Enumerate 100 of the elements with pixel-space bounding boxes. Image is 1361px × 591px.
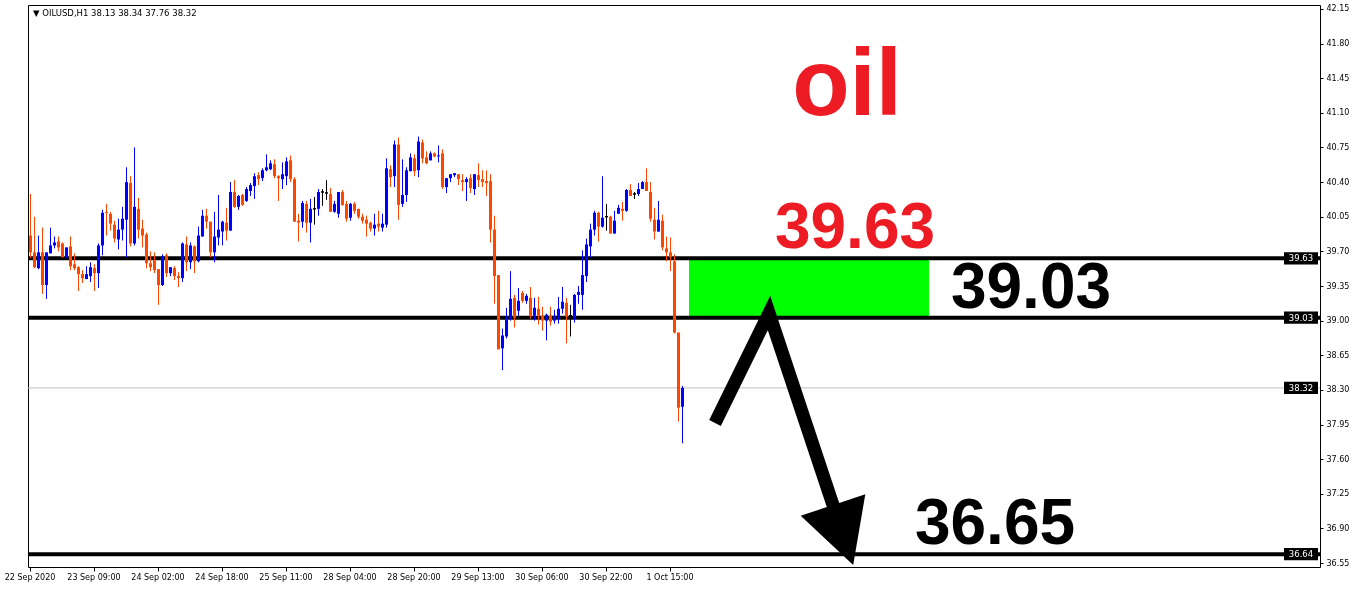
candlestick bbox=[337, 191, 340, 219]
y-tick-label: 40.40 bbox=[1326, 177, 1350, 187]
candlestick bbox=[561, 286, 564, 315]
candlestick bbox=[193, 244, 196, 274]
y-tick-label: 38.30 bbox=[1326, 385, 1350, 395]
candlestick bbox=[593, 210, 596, 237]
x-tick-label: 22 Sep 2020 bbox=[4, 572, 56, 582]
candlestick bbox=[77, 265, 80, 292]
candlestick bbox=[477, 162, 480, 188]
candlestick bbox=[537, 296, 540, 326]
candlestick bbox=[149, 250, 152, 272]
candlestick bbox=[253, 172, 256, 200]
candlestick bbox=[105, 203, 108, 237]
y-tick-label: 41.10 bbox=[1326, 108, 1350, 118]
candlestick bbox=[533, 297, 536, 322]
candlestick bbox=[305, 200, 308, 234]
candlestick bbox=[281, 161, 284, 190]
x-tick-label: 29 Sep 13:00 bbox=[451, 572, 505, 582]
candlestick bbox=[317, 188, 320, 217]
candlestick bbox=[69, 236, 72, 271]
candlestick bbox=[37, 235, 40, 270]
candlestick bbox=[289, 154, 292, 183]
chart-title: ▼ OILUSD,H1 38.13 38.34 37.76 38.32 bbox=[33, 8, 197, 18]
ref-line-label: 39.03 bbox=[1288, 312, 1314, 323]
y-tick-label: 36.55 bbox=[1326, 558, 1350, 568]
candlestick bbox=[213, 211, 216, 263]
candlestick bbox=[549, 306, 552, 327]
candlestick bbox=[185, 236, 188, 272]
candlestick bbox=[625, 188, 628, 213]
candlestick bbox=[29, 193, 32, 259]
y-tick-label: 36.90 bbox=[1326, 523, 1350, 533]
candlestick bbox=[545, 313, 548, 341]
candlestick bbox=[324, 179, 329, 201]
candlestick bbox=[233, 179, 236, 209]
candlestick bbox=[473, 173, 476, 196]
y-tick-label: 39.70 bbox=[1326, 246, 1350, 256]
candlestick bbox=[89, 261, 92, 283]
candlestick bbox=[401, 158, 404, 208]
candlestick bbox=[573, 293, 576, 324]
candlestick bbox=[377, 210, 380, 233]
candlestick bbox=[285, 156, 288, 186]
annotation: 39.63 bbox=[774, 190, 936, 263]
candlestick bbox=[529, 286, 532, 320]
candlestick bbox=[329, 187, 332, 213]
candlestick bbox=[557, 296, 560, 325]
candlestick bbox=[365, 215, 368, 238]
candlestick bbox=[373, 213, 376, 237]
y-tick-label: 40.75 bbox=[1326, 142, 1350, 152]
candlestick bbox=[109, 211, 112, 232]
y-tick-label: 37.60 bbox=[1326, 454, 1350, 464]
candlestick bbox=[541, 306, 544, 332]
candlestick bbox=[601, 175, 604, 229]
y-tick-label: 39.00 bbox=[1326, 316, 1350, 326]
candlestick bbox=[513, 294, 516, 329]
candlestick bbox=[657, 200, 660, 233]
x-tick-label: 23 Sep 09:00 bbox=[67, 572, 121, 582]
candlestick bbox=[93, 263, 96, 292]
x-tick-label: 28 Sep 04:00 bbox=[323, 572, 377, 582]
y-tick-label: 41.80 bbox=[1326, 39, 1350, 49]
candlestick bbox=[413, 153, 416, 177]
annotation: oil bbox=[792, 30, 902, 135]
candlestick bbox=[621, 201, 624, 222]
y-tick-label: 39.35 bbox=[1326, 281, 1350, 291]
ref-line-label: 36.64 bbox=[1288, 549, 1314, 560]
candlestick bbox=[33, 216, 36, 269]
x-tick-label: 28 Sep 20:00 bbox=[387, 572, 441, 582]
y-tick-label: 38.65 bbox=[1326, 350, 1350, 360]
candlestick bbox=[221, 220, 224, 246]
candlestick bbox=[517, 287, 520, 317]
candlestick bbox=[665, 236, 668, 262]
candlestick bbox=[597, 211, 600, 242]
x-tick-label: 25 Sep 11:00 bbox=[259, 572, 313, 582]
ref-line-label: 39.63 bbox=[1288, 253, 1314, 264]
x-tick-label: 30 Sep 06:00 bbox=[515, 572, 569, 582]
x-tick-label: 1 Oct 15:00 bbox=[646, 572, 694, 582]
y-tick-label: 37.25 bbox=[1326, 489, 1350, 499]
candlestick bbox=[613, 210, 616, 235]
candlestick bbox=[469, 173, 472, 194]
candlestick bbox=[273, 158, 276, 179]
x-tick-label: 30 Sep 22:00 bbox=[579, 572, 633, 582]
candlestick bbox=[465, 176, 468, 202]
candlestick bbox=[309, 198, 312, 243]
candlestick bbox=[301, 200, 304, 229]
candlestick bbox=[117, 218, 120, 250]
candlestick bbox=[113, 220, 116, 243]
candlestick bbox=[681, 385, 684, 444]
y-tick-label: 42.15 bbox=[1326, 4, 1350, 14]
x-tick-label: 24 Sep 02:00 bbox=[131, 572, 185, 582]
y-tick-label: 40.05 bbox=[1326, 212, 1350, 222]
candlestick bbox=[205, 208, 208, 230]
candlestick bbox=[389, 164, 392, 188]
x-tick-label: 24 Sep 18:00 bbox=[195, 572, 249, 582]
candlestick bbox=[137, 197, 140, 240]
candlestick bbox=[225, 207, 228, 241]
y-tick-label: 37.95 bbox=[1326, 420, 1350, 430]
candlestick bbox=[509, 270, 512, 322]
annotation: 39.03 bbox=[950, 249, 1112, 322]
y-tick-label: 41.45 bbox=[1326, 73, 1350, 83]
candlestick bbox=[421, 139, 424, 164]
ref-line-label: 38.32 bbox=[1288, 382, 1314, 393]
